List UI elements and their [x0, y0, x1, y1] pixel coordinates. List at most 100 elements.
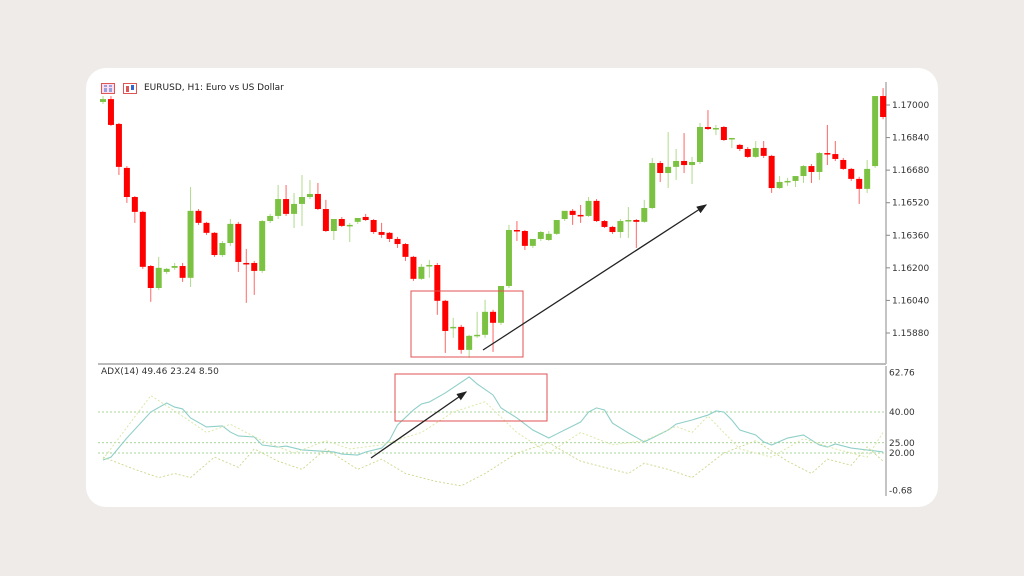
- bull-candle: [466, 335, 473, 350]
- price-tick-label: 1.16360: [892, 231, 929, 241]
- bear-candle: [107, 99, 114, 125]
- bull-candle: [641, 208, 648, 222]
- bear-candle: [744, 148, 751, 157]
- bear-candle: [410, 256, 417, 279]
- bear-candle: [760, 147, 767, 156]
- bull-candle: [665, 166, 672, 173]
- bull-candle: [227, 223, 234, 244]
- bear-candle: [386, 232, 393, 239]
- price-tick-label: 1.16840: [892, 134, 929, 144]
- bear-candle: [832, 154, 839, 159]
- bull-candle: [267, 215, 274, 222]
- chart-title: EURUSD, H1: Euro vs US Dollar: [144, 83, 284, 93]
- bear-candle: [123, 167, 130, 198]
- bear-candle: [768, 155, 775, 189]
- bear-candle: [720, 126, 727, 141]
- bear-candle: [609, 226, 616, 233]
- bull-candle: [163, 268, 170, 272]
- bear-candle: [442, 300, 449, 331]
- price-tick-label: 1.16200: [892, 264, 929, 274]
- bull-candle: [259, 221, 266, 271]
- adx-rise-arrow: [370, 391, 468, 459]
- bull-candle: [784, 180, 791, 183]
- bull-candle: [529, 238, 536, 246]
- bull-candle: [426, 265, 433, 267]
- bull-candle: [155, 267, 162, 289]
- bull-candle: [187, 210, 194, 278]
- bull-candle: [864, 168, 871, 189]
- price-tick-label: 1.16680: [892, 166, 929, 176]
- chart-card: [86, 68, 938, 507]
- annotations: [370, 204, 708, 459]
- bull-candle: [505, 229, 512, 286]
- bull-candle: [712, 128, 719, 130]
- bear-candle: [195, 210, 202, 223]
- bull-candle: [792, 176, 799, 181]
- bear-candle: [394, 238, 401, 245]
- bull-candle: [482, 311, 489, 335]
- bull-candle: [498, 285, 504, 323]
- bear-candle: [243, 262, 250, 265]
- bull-candle: [291, 203, 298, 214]
- bull-candle: [330, 218, 337, 232]
- adx-tick-label: -0.68: [889, 486, 913, 496]
- bear-candle: [601, 221, 608, 227]
- bear-candle: [880, 96, 887, 118]
- adx-peak-box: [394, 373, 548, 422]
- bull-candle: [728, 137, 735, 140]
- bull-candle: [275, 199, 282, 216]
- price-tick-label: 1.17000: [892, 101, 929, 111]
- bull-candle: [545, 233, 552, 240]
- bear-candle: [211, 232, 218, 256]
- bear-candle: [458, 326, 465, 350]
- bear-candle: [179, 266, 186, 278]
- bull-candle: [776, 181, 783, 189]
- bear-candle: [378, 232, 385, 235]
- price-tick-label: 1.16520: [892, 199, 929, 209]
- plus-di-line: [102, 394, 884, 460]
- uptrend-arrow: [482, 204, 708, 351]
- bear-candle: [362, 216, 369, 221]
- bear-candle: [338, 218, 345, 226]
- bear-candle: [251, 262, 258, 271]
- bull-candle: [100, 99, 106, 102]
- bull-candle: [689, 161, 696, 166]
- price-tick-label: 1.16040: [892, 296, 929, 306]
- bull-candle: [450, 326, 457, 329]
- bull-candle: [219, 243, 226, 256]
- adx-tick-label: 62.76: [889, 368, 915, 378]
- bull-candle: [474, 334, 481, 337]
- price-tick-label: 1.15880: [892, 329, 929, 339]
- bull-candle: [872, 96, 879, 167]
- bear-candle: [131, 197, 138, 212]
- bear-candle: [593, 200, 600, 222]
- bear-candle: [370, 220, 377, 233]
- bull-candle: [585, 200, 592, 216]
- bear-candle: [681, 160, 688, 166]
- bear-candle: [521, 231, 528, 246]
- bear-candle: [203, 222, 210, 233]
- bull-candle: [649, 163, 656, 209]
- bear-candle: [283, 199, 290, 214]
- bull-candle: [346, 224, 353, 227]
- adx-tick-label: 20.00: [889, 449, 915, 459]
- adx-lines: [102, 376, 884, 487]
- bear-candle: [434, 265, 441, 301]
- bear-candle: [513, 229, 520, 232]
- bear-candle: [848, 168, 855, 179]
- bull-candle: [697, 126, 703, 162]
- bear-candle: [115, 123, 122, 167]
- price-axis: 1.17000 1.16840 1.16680 1.16520 1.16360 1.162…: [98, 82, 929, 365]
- adx-tick-label: 25.00: [889, 439, 915, 449]
- bull-candle: [816, 153, 823, 172]
- bear-candle: [402, 244, 409, 257]
- bull-candle: [673, 160, 680, 167]
- bear-candle: [139, 211, 146, 267]
- candle-chart-icon[interactable]: [123, 83, 137, 94]
- bear-candle: [824, 153, 831, 155]
- bull-candle: [171, 266, 178, 268]
- bar-chart-icon[interactable]: [101, 83, 115, 94]
- candles: [100, 88, 887, 358]
- adx-line: [102, 376, 884, 461]
